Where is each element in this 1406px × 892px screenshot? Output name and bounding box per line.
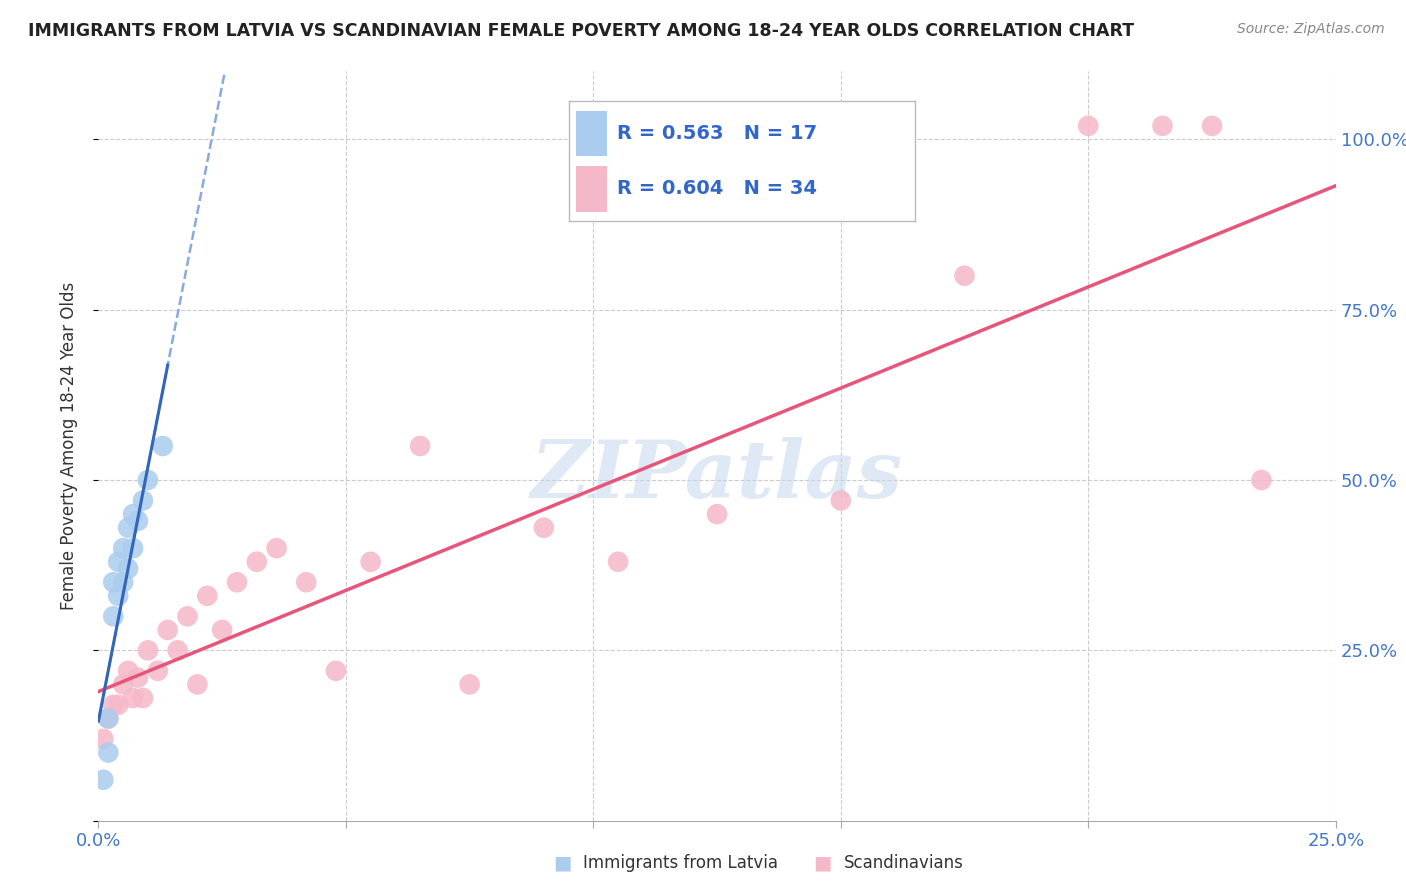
Point xyxy=(103,698,125,712)
Point xyxy=(1250,473,1272,487)
Point xyxy=(136,473,159,487)
Point xyxy=(117,664,139,678)
Point xyxy=(127,671,149,685)
Point xyxy=(146,664,169,678)
Point xyxy=(93,772,115,787)
Point xyxy=(122,691,145,706)
Point xyxy=(195,589,218,603)
Point xyxy=(97,746,120,760)
Point xyxy=(360,555,382,569)
Point xyxy=(409,439,432,453)
Point xyxy=(1077,119,1099,133)
Point xyxy=(103,575,125,590)
Point xyxy=(107,555,129,569)
Text: Scandinavians: Scandinavians xyxy=(844,855,963,872)
Point xyxy=(1152,119,1174,133)
Text: ■: ■ xyxy=(813,854,832,872)
Point xyxy=(953,268,976,283)
Point xyxy=(266,541,288,556)
Point xyxy=(1201,119,1223,133)
Point xyxy=(830,493,852,508)
Point xyxy=(93,731,115,746)
Point xyxy=(112,575,135,590)
Text: Immigrants from Latvia: Immigrants from Latvia xyxy=(583,855,779,872)
Point xyxy=(117,561,139,575)
Point xyxy=(166,643,188,657)
Point xyxy=(132,493,155,508)
Point xyxy=(117,521,139,535)
Text: Source: ZipAtlas.com: Source: ZipAtlas.com xyxy=(1237,22,1385,37)
Point xyxy=(325,664,347,678)
Point xyxy=(295,575,318,590)
Point xyxy=(97,711,120,725)
Point xyxy=(607,555,630,569)
Point xyxy=(706,507,728,521)
Text: ■: ■ xyxy=(553,854,572,872)
Y-axis label: Female Poverty Among 18-24 Year Olds: Female Poverty Among 18-24 Year Olds xyxy=(59,282,77,610)
Point xyxy=(112,541,135,556)
Point xyxy=(226,575,249,590)
Point xyxy=(122,507,145,521)
Point xyxy=(246,555,269,569)
Point xyxy=(152,439,174,453)
Point xyxy=(97,711,120,725)
Point xyxy=(186,677,208,691)
Point xyxy=(103,609,125,624)
Text: IMMIGRANTS FROM LATVIA VS SCANDINAVIAN FEMALE POVERTY AMONG 18-24 YEAR OLDS CORR: IMMIGRANTS FROM LATVIA VS SCANDINAVIAN F… xyxy=(28,22,1135,40)
Point xyxy=(122,541,145,556)
Point xyxy=(112,677,135,691)
Point xyxy=(132,691,155,706)
Point xyxy=(533,521,555,535)
Text: ZIPatlas: ZIPatlas xyxy=(531,437,903,515)
Point xyxy=(127,514,149,528)
Point xyxy=(458,677,481,691)
Point xyxy=(211,623,233,637)
Point xyxy=(107,698,129,712)
Point xyxy=(107,589,129,603)
Point xyxy=(176,609,198,624)
Point xyxy=(136,643,159,657)
Point xyxy=(156,623,179,637)
